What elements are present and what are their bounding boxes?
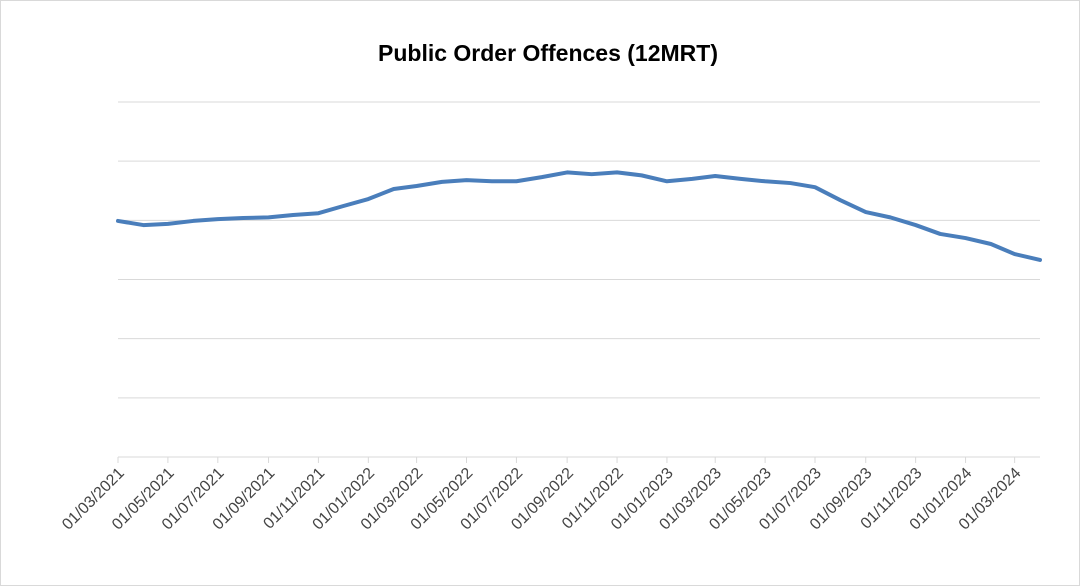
line-series (116, 170, 1042, 262)
chart-title: Public Order Offences (12MRT) (378, 40, 718, 66)
